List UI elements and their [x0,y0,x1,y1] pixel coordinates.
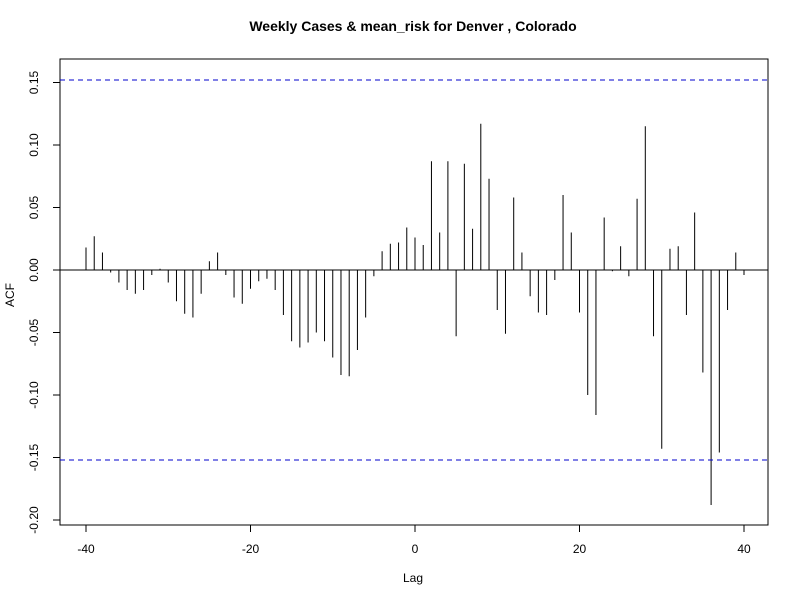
y-tick-label: 0.15 [27,70,41,94]
y-tick-label: -0.20 [27,506,41,534]
confidence-bounds [60,79,768,461]
x-axis: -40 -20 0 20 40 [77,525,751,556]
y-tick-label: -0.10 [27,381,41,409]
x-tick-label: 20 [573,542,587,556]
plot-frame [59,58,769,526]
y-tick-label: -0.15 [27,444,41,472]
y-tick-label: 0.05 [27,195,41,219]
y-tick-label: -0.05 [27,319,41,347]
x-axis-label: Lag [403,571,423,585]
y-axis-label: ACF [3,283,17,307]
x-tick-label: -40 [77,542,95,556]
x-tick-label: 0 [412,542,419,556]
y-axis: -0.20 -0.15 -0.10 -0.05 0.00 0.05 0.10 0.15 [27,70,60,534]
x-tick-label: 40 [737,542,751,556]
y-tick-label: 0.00 [27,258,41,282]
y-tick-label: 0.10 [27,133,41,157]
x-tick-label: -20 [242,542,260,556]
chart-title: Weekly Cases & mean_risk for Denver , Co… [249,18,576,34]
acf-bars [85,123,745,505]
